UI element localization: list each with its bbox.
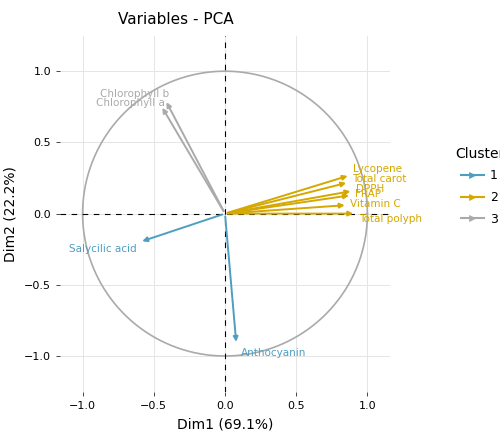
Text: Total carot: Total carot	[352, 174, 406, 184]
Text: Chlorophyll a: Chlorophyll a	[96, 97, 165, 108]
Y-axis label: Dim2 (22.2%): Dim2 (22.2%)	[3, 166, 17, 262]
Text: Chlorophyll b: Chlorophyll b	[100, 89, 170, 99]
Text: Total polyph: Total polyph	[359, 214, 422, 224]
Text: Lycopene: Lycopene	[353, 165, 402, 174]
Text: Anthocyanin: Anthocyanin	[240, 348, 306, 358]
Text: Salycilic acid: Salycilic acid	[69, 244, 136, 254]
Text: FRAP: FRAP	[354, 189, 380, 198]
Text: DPPH: DPPH	[356, 184, 384, 194]
Legend: 1, 2, 3: 1, 2, 3	[450, 142, 500, 231]
Text: Vitamin C: Vitamin C	[350, 198, 401, 209]
Title: Variables - PCA: Variables - PCA	[118, 12, 234, 28]
X-axis label: Dim1 (69.1%): Dim1 (69.1%)	[177, 417, 273, 432]
